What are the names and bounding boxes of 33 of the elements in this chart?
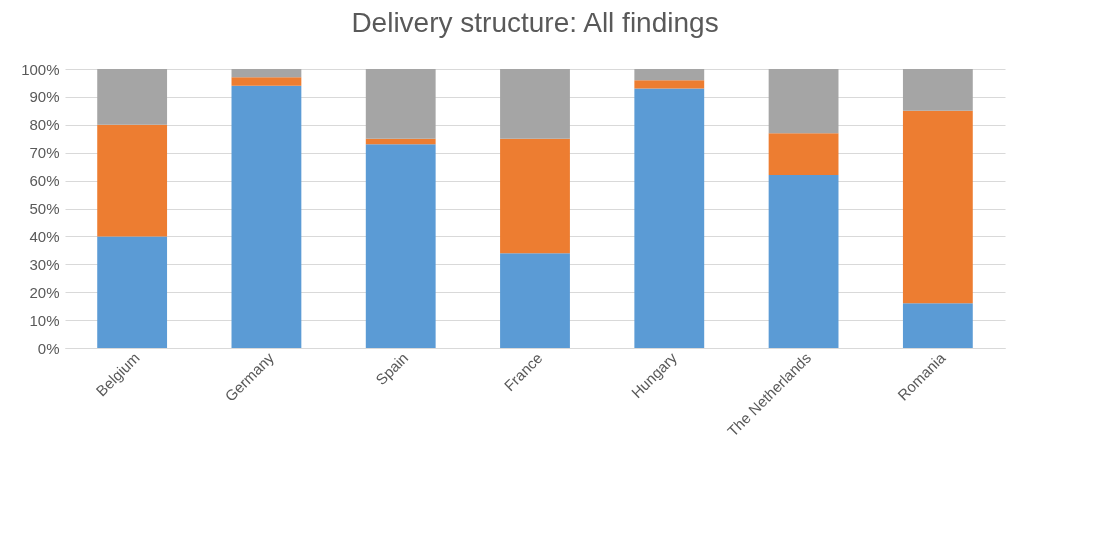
bar [634, 80, 705, 89]
bar [97, 124, 168, 237]
bar [768, 69, 839, 134]
y-tick-label: 20% [29, 283, 60, 301]
bar [500, 69, 570, 139]
y-tick-label: 80% [29, 116, 60, 134]
y-tick-label: 90% [29, 88, 60, 106]
bar [902, 110, 973, 304]
y-tick-label: 50% [29, 200, 60, 217]
bar [97, 69, 168, 125]
y-tick-label: 10% [29, 311, 60, 329]
bar [768, 133, 839, 176]
bar [768, 175, 839, 348]
bar [634, 69, 705, 81]
bar [231, 77, 302, 86]
bar [500, 138, 570, 254]
bar [365, 144, 436, 348]
bar [365, 69, 436, 139]
bar [97, 236, 168, 348]
y-tick-label: 40% [29, 227, 60, 245]
y-tick-label: 60% [29, 172, 60, 190]
bar [902, 303, 973, 348]
y-tick-label: 0% [37, 339, 60, 357]
y-tick-label: 30% [29, 255, 60, 273]
y-tick-label: 100% [21, 60, 60, 78]
bar [231, 69, 302, 78]
chart-title: Delivery structure: All findings [351, 7, 719, 38]
bar [902, 69, 973, 111]
bar [365, 138, 436, 145]
bar [500, 253, 570, 348]
bar [231, 85, 302, 348]
y-tick-label: 70% [29, 144, 60, 162]
bar [634, 88, 705, 348]
